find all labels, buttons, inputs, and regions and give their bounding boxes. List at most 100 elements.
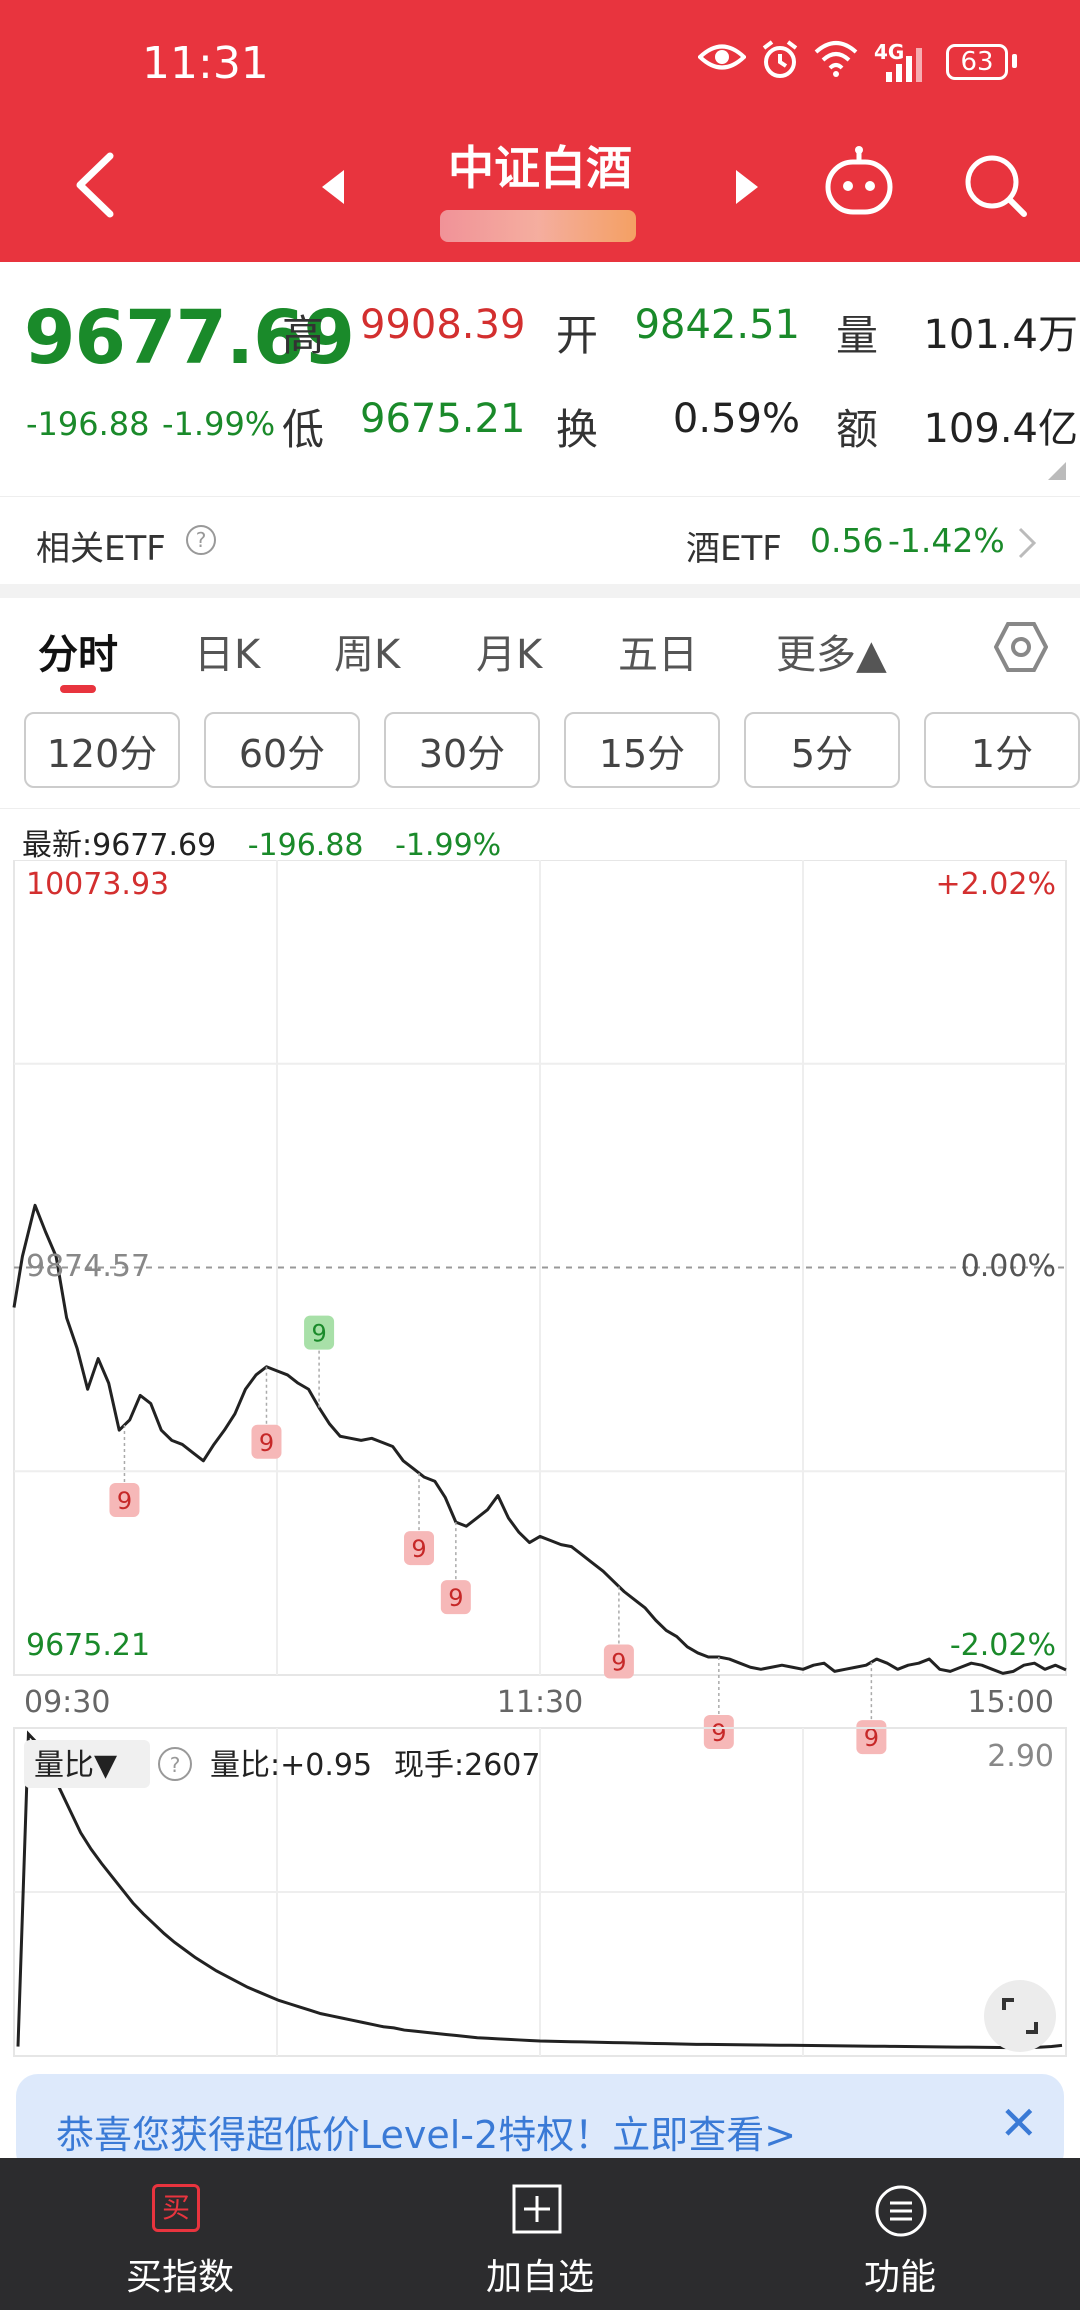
network-type: 4G [874,40,905,64]
volume-ratio-selector: 量比▼ [34,1748,117,1783]
marker-badge [440,1580,471,1615]
back-icon[interactable] [70,150,120,220]
battery-tip [1012,54,1017,68]
next-index-icon[interactable] [732,168,762,206]
pct-max-label: +2.02% [936,867,1056,902]
marker-label: 9 [411,1535,426,1563]
prev-index-icon[interactable] [318,168,348,206]
marker-label: 9 [864,1724,879,1752]
app-header: 11:31 4G 63 中证白酒 [0,0,1080,262]
signal-icon [886,48,922,82]
period-15min[interactable]: 15分 [564,712,720,788]
tab-more[interactable]: 更多▲ [776,632,887,678]
period-120min[interactable]: 120分 [24,712,180,788]
y-mid-label: 9874.57 [26,1249,150,1284]
tab-intraday[interactable]: 分时 [38,632,118,678]
volume-ratio-header: 量比▼ ? 量比:+0.95 现手:2607 2.90 [24,1739,1054,1788]
turnover-label: 换 [556,405,599,454]
current-hand: 现手:2607 [394,1748,540,1783]
latest-change: -196.88 [247,828,364,863]
page-title: 中证白酒 [448,141,632,195]
marker-label: 9 [711,1719,726,1747]
promo-text[interactable]: 恭喜您获得超低价Level-2特权！立即查看> [56,2113,797,2157]
alarm-icon [762,40,798,78]
subtitle-blurred [440,210,636,242]
volume-ratio-grid [13,1727,1067,2057]
latest-pct: -1.99% [395,828,502,863]
y-max-label: 10073.93 [26,867,169,902]
low-label: 低 [282,405,325,454]
marker-badge [109,1483,140,1518]
etf-change-pct: -1.42% [888,521,1005,560]
eye-icon [698,44,746,70]
nav-functions[interactable]: 功能 [720,2158,1080,2310]
price-change-pct: -1.99% [162,405,276,443]
related-etf-row[interactable]: 相关ETF ? 酒ETF 0.56 -1.42% [0,496,1080,593]
latest-quote-line: 最新:9677.69 -196.88 -1.99% [22,820,501,864]
latest-prefix: 最新:9677.69 [22,828,217,863]
price-series [12,1203,1067,1675]
tab-weekly-k[interactable]: 周K [334,632,401,678]
period-1min[interactable]: 1分 [924,712,1080,788]
marker-label: 9 [311,1320,326,1348]
high-value: 9908.39 [360,302,526,348]
divider [0,808,1080,809]
marker-label: 9 [448,1584,463,1612]
marker-label: 9 [117,1487,132,1515]
battery-icon: 63 [946,44,1008,80]
close-icon[interactable]: ✕ [999,2096,1038,2150]
high-label: 高 [282,311,325,360]
x-tick-1130: 11:30 [497,1685,583,1720]
promo-banner[interactable]: 恭喜您获得超低价Level-2特权！立即查看> ✕ [16,2074,1064,2174]
marker-badge [304,1315,335,1350]
volume-ratio-value: 量比:+0.95 [210,1748,372,1783]
tab-five-day[interactable]: 五日 [618,632,698,678]
marker-badge [603,1644,634,1679]
volume-ratio-line [16,1730,1063,2050]
x-tick-0930: 09:30 [24,1685,110,1720]
volume-ratio-max: 2.90 [987,1739,1054,1774]
expand-corner-icon[interactable] [1048,462,1066,480]
period-60min[interactable]: 60分 [204,712,360,788]
tab-daily-k[interactable]: 日K [194,632,261,678]
etf-price: 0.56 [810,521,884,560]
price-change: -196.88 [26,405,150,443]
nav-label: 买指数 [125,2257,234,2298]
etf-name: 酒ETF [686,529,782,569]
help-icon[interactable]: ? [186,525,216,555]
marker-badge [251,1424,282,1459]
help-icon [158,1747,192,1781]
price-line [12,1203,1067,1675]
marker-label: 9 [259,1429,274,1457]
pct-min-label: -2.02% [950,1628,1056,1663]
tab-active-indicator [60,685,96,693]
status-time: 11:31 [142,38,269,89]
open-label: 开 [556,311,599,360]
nav-add-watchlist[interactable]: 加自选 [360,2158,720,2310]
volume-ratio-series [16,1730,1063,2050]
period-30min[interactable]: 30分 [384,712,540,788]
period-5min[interactable]: 5分 [744,712,900,788]
marker-badge [703,1715,734,1750]
amount-value: 109.4亿 [923,406,1078,452]
nav-buy-index[interactable]: 买 买指数 [0,2158,360,2310]
volume-label: 量 [836,311,879,360]
settings-hex-icon[interactable] [994,620,1048,674]
tab-monthly-k[interactable]: 月K [476,632,543,678]
menu-icon [875,2185,927,2237]
search-icon[interactable] [962,152,1030,220]
section-divider [0,584,1080,598]
volume-value: 101.4万 [923,312,1078,358]
fullscreen-icon [984,1980,1056,2052]
nav-label: 功能 [863,2257,936,2298]
robot-assistant-icon[interactable] [822,146,896,220]
battery-level: 63 [960,47,994,77]
wifi-icon [814,41,858,77]
y-min-label: 9675.21 [26,1628,150,1663]
x-tick-1500: 15:00 [968,1685,1054,1720]
chevron-right-icon [1018,527,1037,559]
open-value: 9842.51 [634,302,800,348]
marker-label: 9 [611,1649,626,1677]
amount-label: 额 [836,405,879,454]
